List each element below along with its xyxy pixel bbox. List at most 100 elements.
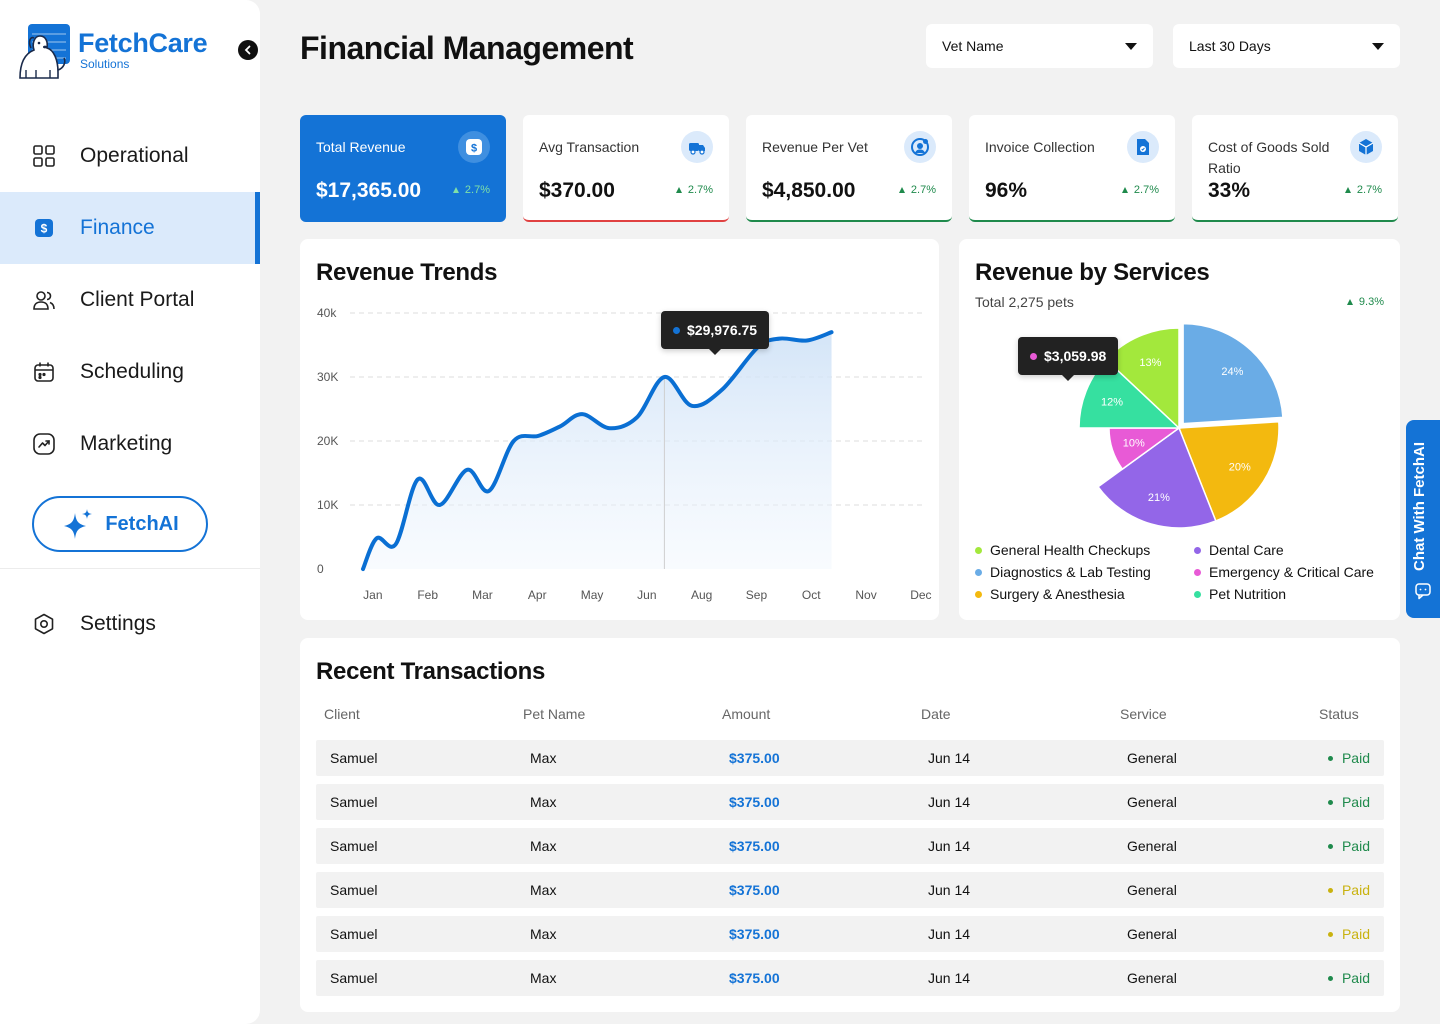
cell-pet-name: Max	[530, 794, 557, 810]
table-row[interactable]: Samuel Max $375.00 Jun 14 General Paid	[316, 872, 1384, 908]
revenue-services-pie[interactable]: 24% 20% 21% 10% 12% 13%	[1067, 316, 1291, 540]
kpi-invoice-collection[interactable]: Invoice Collection 96% 2.7%	[969, 115, 1175, 222]
cell-pet-name: Max	[530, 970, 557, 986]
sidebar-item-label: Settings	[80, 612, 156, 635]
pie-slice[interactable]	[1182, 322, 1284, 425]
svg-text:$: $	[471, 142, 477, 154]
revenue-tooltip: $29,976.75	[661, 311, 770, 355]
column-header-pet-name[interactable]: Pet Name	[523, 706, 586, 722]
x-tick-label: Aug	[691, 588, 712, 602]
pie-slice-label: 10%	[1123, 438, 1145, 450]
table-row[interactable]: Samuel Max $375.00 Jun 14 General Paid	[316, 784, 1384, 820]
sidebar-divider	[0, 568, 260, 569]
legend-dot	[1194, 546, 1201, 554]
x-tick-label: Oct	[802, 588, 821, 602]
status-dot	[1327, 843, 1333, 849]
kpi-value: 33%	[1208, 179, 1251, 202]
sidebar-item-label: Operational	[80, 144, 189, 167]
legend-item-pet-nutrition[interactable]: Pet Nutrition	[1194, 586, 1286, 602]
sidebar-item-settings[interactable]: Settings	[0, 588, 260, 660]
legend-item-surgery[interactable]: Surgery & Anesthesia	[975, 586, 1125, 602]
table-row[interactable]: Samuel Max $375.00 Jun 14 General Paid	[316, 960, 1384, 996]
revenue-services-subtitle: Total 2,275 pets	[975, 294, 1074, 310]
dollar-icon: $	[458, 131, 490, 163]
kpi-value: $370.00	[539, 179, 615, 202]
kpi-avg-transaction[interactable]: Avg Transaction $370.00 2.7%	[523, 115, 729, 222]
sidebar-item-client-portal[interactable]: Client Portal	[0, 264, 260, 336]
kpi-total-revenue[interactable]: Total Revenue $ $17,365.00 2.7%	[300, 115, 506, 222]
tooltip-dot	[1030, 352, 1037, 360]
fetchai-button[interactable]: FetchAI	[32, 496, 208, 552]
collapse-sidebar-button[interactable]	[238, 40, 258, 60]
table-row[interactable]: Samuel Max $375.00 Jun 14 General Paid	[316, 828, 1384, 864]
cell-service: General	[1127, 794, 1177, 810]
cell-client: Samuel	[330, 838, 378, 854]
cell-date: Jun 14	[928, 926, 971, 942]
cell-amount: $375.00	[729, 882, 780, 898]
cell-date: Jun 14	[928, 750, 971, 766]
pie-slice-label: 24%	[1221, 366, 1243, 378]
legend-dot	[975, 568, 982, 576]
fetchai-label: FetchAI	[105, 512, 179, 535]
revenue-series-line	[361, 330, 834, 571]
column-header-amount[interactable]: Amount	[722, 706, 771, 722]
vet-name-dropdown[interactable]: Vet Name	[926, 24, 1153, 68]
kpi-label: Total Revenue	[316, 139, 406, 155]
table-row[interactable]: Samuel Max $375.00 Jun 14 General Paid	[316, 740, 1384, 776]
sidebar-item-operational[interactable]: Operational	[0, 120, 260, 192]
brand-logo[interactable]: FetchCare Solutions	[14, 20, 208, 80]
caret-down-icon	[1125, 42, 1137, 50]
y-tick-label: 40k	[317, 306, 337, 320]
up-triangle-icon	[1344, 187, 1351, 193]
revenue-trends-title: Revenue Trends	[316, 259, 498, 286]
x-tick-label: Dec	[910, 588, 931, 602]
legend-dot	[1194, 568, 1201, 576]
cell-date: Jun 14	[928, 838, 971, 854]
kpi-delta: 2.7%	[898, 184, 936, 196]
dropdown-value: Last 30 Days	[1189, 38, 1271, 54]
cell-date: Jun 14	[928, 882, 971, 898]
box-icon	[1350, 131, 1382, 163]
cell-status: Paid	[1327, 794, 1370, 810]
column-header-status[interactable]: Status	[1319, 706, 1359, 722]
vet-icon	[904, 131, 936, 163]
revenue-trends-chart[interactable]: 0 10K 20K 30K 40k Jan Feb Mar Apr May Jun Aug Sep Oc…	[300, 239, 939, 620]
chat-label: Chat With FetchAI	[1411, 441, 1428, 571]
recent-transactions-title: Recent Transactions	[316, 658, 546, 685]
cell-client: Samuel	[330, 794, 378, 810]
x-tick-label: Jan	[363, 588, 382, 602]
sidebar-item-label: Finance	[80, 216, 155, 239]
sidebar-item-label: Client Portal	[80, 288, 195, 311]
column-header-date[interactable]: Date	[921, 706, 951, 722]
status-badge: Paid	[1341, 838, 1370, 854]
chevron-left-icon	[244, 45, 251, 55]
kpi-revenue-per-vet[interactable]: Revenue Per Vet $4,850.00 2.7%	[746, 115, 952, 222]
dollar-icon: $	[32, 216, 56, 240]
sidebar-item-scheduling[interactable]: Scheduling	[0, 336, 260, 408]
chat-with-fetchai-tab[interactable]: Chat With FetchAI	[1406, 420, 1440, 618]
legend-item-general-health[interactable]: General Health Checkups	[975, 542, 1150, 558]
date-range-dropdown[interactable]: Last 30 Days	[1173, 24, 1400, 68]
cell-service: General	[1127, 882, 1177, 898]
services-delta: 9.3%	[1346, 296, 1384, 308]
tooltip-dot	[673, 326, 680, 334]
legend-item-diagnostics[interactable]: Diagnostics & Lab Testing	[975, 564, 1151, 580]
sidebar-item-finance[interactable]: $ Finance	[0, 192, 260, 264]
sidebar-item-label: Scheduling	[80, 360, 184, 383]
column-header-client[interactable]: Client	[324, 706, 360, 722]
kpi-label: Cost of Goods Sold Ratio	[1208, 139, 1330, 176]
sidebar-item-marketing[interactable]: Marketing	[0, 408, 260, 480]
status-badge: Paid	[1341, 926, 1370, 942]
table-row[interactable]: Samuel Max $375.00 Jun 14 General Paid	[316, 916, 1384, 952]
pie-slice[interactable]	[1177, 420, 1280, 522]
svg-text:$: $	[41, 222, 48, 236]
cell-amount: $375.00	[729, 838, 780, 854]
kpi-cogs-ratio[interactable]: Cost of Goods Sold Ratio 33% 2.7%	[1192, 115, 1398, 222]
chat-bubble-icon	[1415, 583, 1431, 600]
pie-slice[interactable]	[1097, 426, 1217, 529]
trend-icon	[32, 432, 56, 456]
legend-item-emergency[interactable]: Emergency & Critical Care	[1194, 564, 1374, 580]
column-header-service[interactable]: Service	[1120, 706, 1167, 722]
y-tick-label: 20K	[317, 434, 338, 448]
legend-item-dental-care[interactable]: Dental Care	[1194, 542, 1284, 558]
